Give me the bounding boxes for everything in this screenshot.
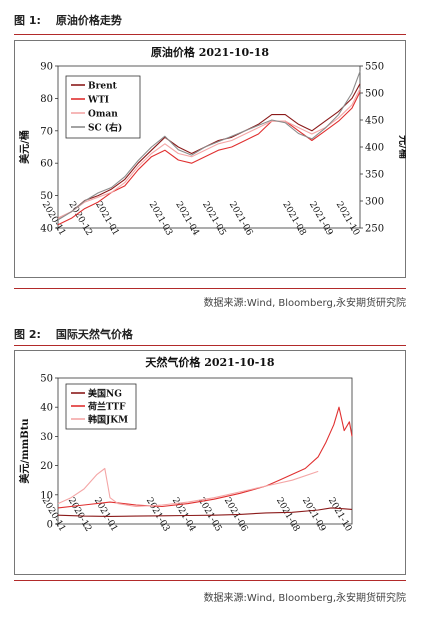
y2-axis-label: 元/桶 [397, 135, 406, 159]
legend-label: SC (右) [88, 122, 122, 134]
figure2-caption: 国际天然气价格 [55, 328, 133, 341]
natural-gas-chart: 天然气价格 2021-10-18 0 10 20 30 40 50 美元/mmBtu 2020-… [14, 350, 406, 579]
y2-tick-label: 300 [365, 197, 384, 208]
crude-oil-chart-svg: 原油价格 2021-10-18 40 50 60 70 80 90 250 300 350 400 4… [14, 40, 410, 278]
series-line--ng [57, 507, 353, 517]
figure1-number: 图 1: [14, 14, 41, 27]
figure2-top-rule [14, 345, 406, 346]
y-tick-label: 90 [40, 62, 53, 73]
series-line-oman [57, 88, 361, 219]
figure1-caption: 原油价格走势 [55, 14, 122, 27]
y2-tick-label: 250 [365, 224, 384, 235]
figure2-bottom-rule [14, 580, 406, 581]
legend-label: 韩国JKM [88, 414, 128, 426]
y-axis-label: 美元/桶 [18, 130, 31, 164]
legend-label: Brent [88, 82, 118, 92]
figure2-header: 图 2: 国际天然气价格 [14, 326, 406, 342]
series-line-sc- [57, 71, 361, 221]
y-tick-label: 50 [40, 374, 53, 385]
series-line--ttf [57, 406, 353, 509]
figure1-top-rule [14, 34, 406, 35]
legend-label: 美国NG [88, 388, 122, 400]
series-line-wti [57, 91, 361, 226]
chart-title: 原油价格 2021-10-18 [151, 45, 270, 59]
y-tick-label: 40 [40, 403, 53, 414]
chart-title: 天然气价格 2021-10-18 [145, 355, 275, 369]
y-tick-label: 60 [40, 159, 53, 170]
y-tick-label: 70 [40, 126, 53, 137]
y-axis-label: 美元/mmBtu [18, 418, 31, 483]
natural-gas-chart-svg: 天然气价格 2021-10-1801020304050美元/mmBtu2020-… [14, 350, 406, 575]
series-line--jkm [57, 467, 319, 508]
y2-tick-label: 400 [365, 143, 384, 154]
y2-tick-label: 550 [365, 62, 384, 73]
crude-oil-chart: 原油价格 2021-10-18 40 50 60 70 80 90 250 300 350 400 4… [14, 40, 410, 282]
y-tick-label: 0 [47, 520, 53, 531]
y2-tick-label: 500 [365, 89, 384, 100]
legend-label: WTI [87, 96, 109, 106]
legend-label: 荷兰TTF [87, 401, 126, 413]
y-tick-label: 50 [40, 191, 53, 202]
y-tick-label: 10 [40, 490, 53, 501]
figure1-bottom-rule [14, 288, 406, 289]
y2-tick-label: 350 [365, 170, 384, 181]
figure2-source: 数据来源:Wind, Bloomberg,永安期货研究院 [203, 593, 406, 604]
figure1-header: 图 1: 原油价格走势 [14, 12, 406, 28]
y-tick-label: 20 [40, 461, 53, 472]
figure2-number: 图 2: [14, 328, 41, 341]
y-tick-label: 30 [40, 432, 53, 443]
y-tick-label: 40 [40, 224, 53, 235]
legend-label: Oman [88, 110, 118, 120]
figure1-source: 数据来源:Wind, Bloomberg,永安期货研究院 [203, 298, 406, 309]
y-tick-label: 80 [40, 94, 53, 105]
y2-tick-label: 450 [365, 116, 384, 127]
